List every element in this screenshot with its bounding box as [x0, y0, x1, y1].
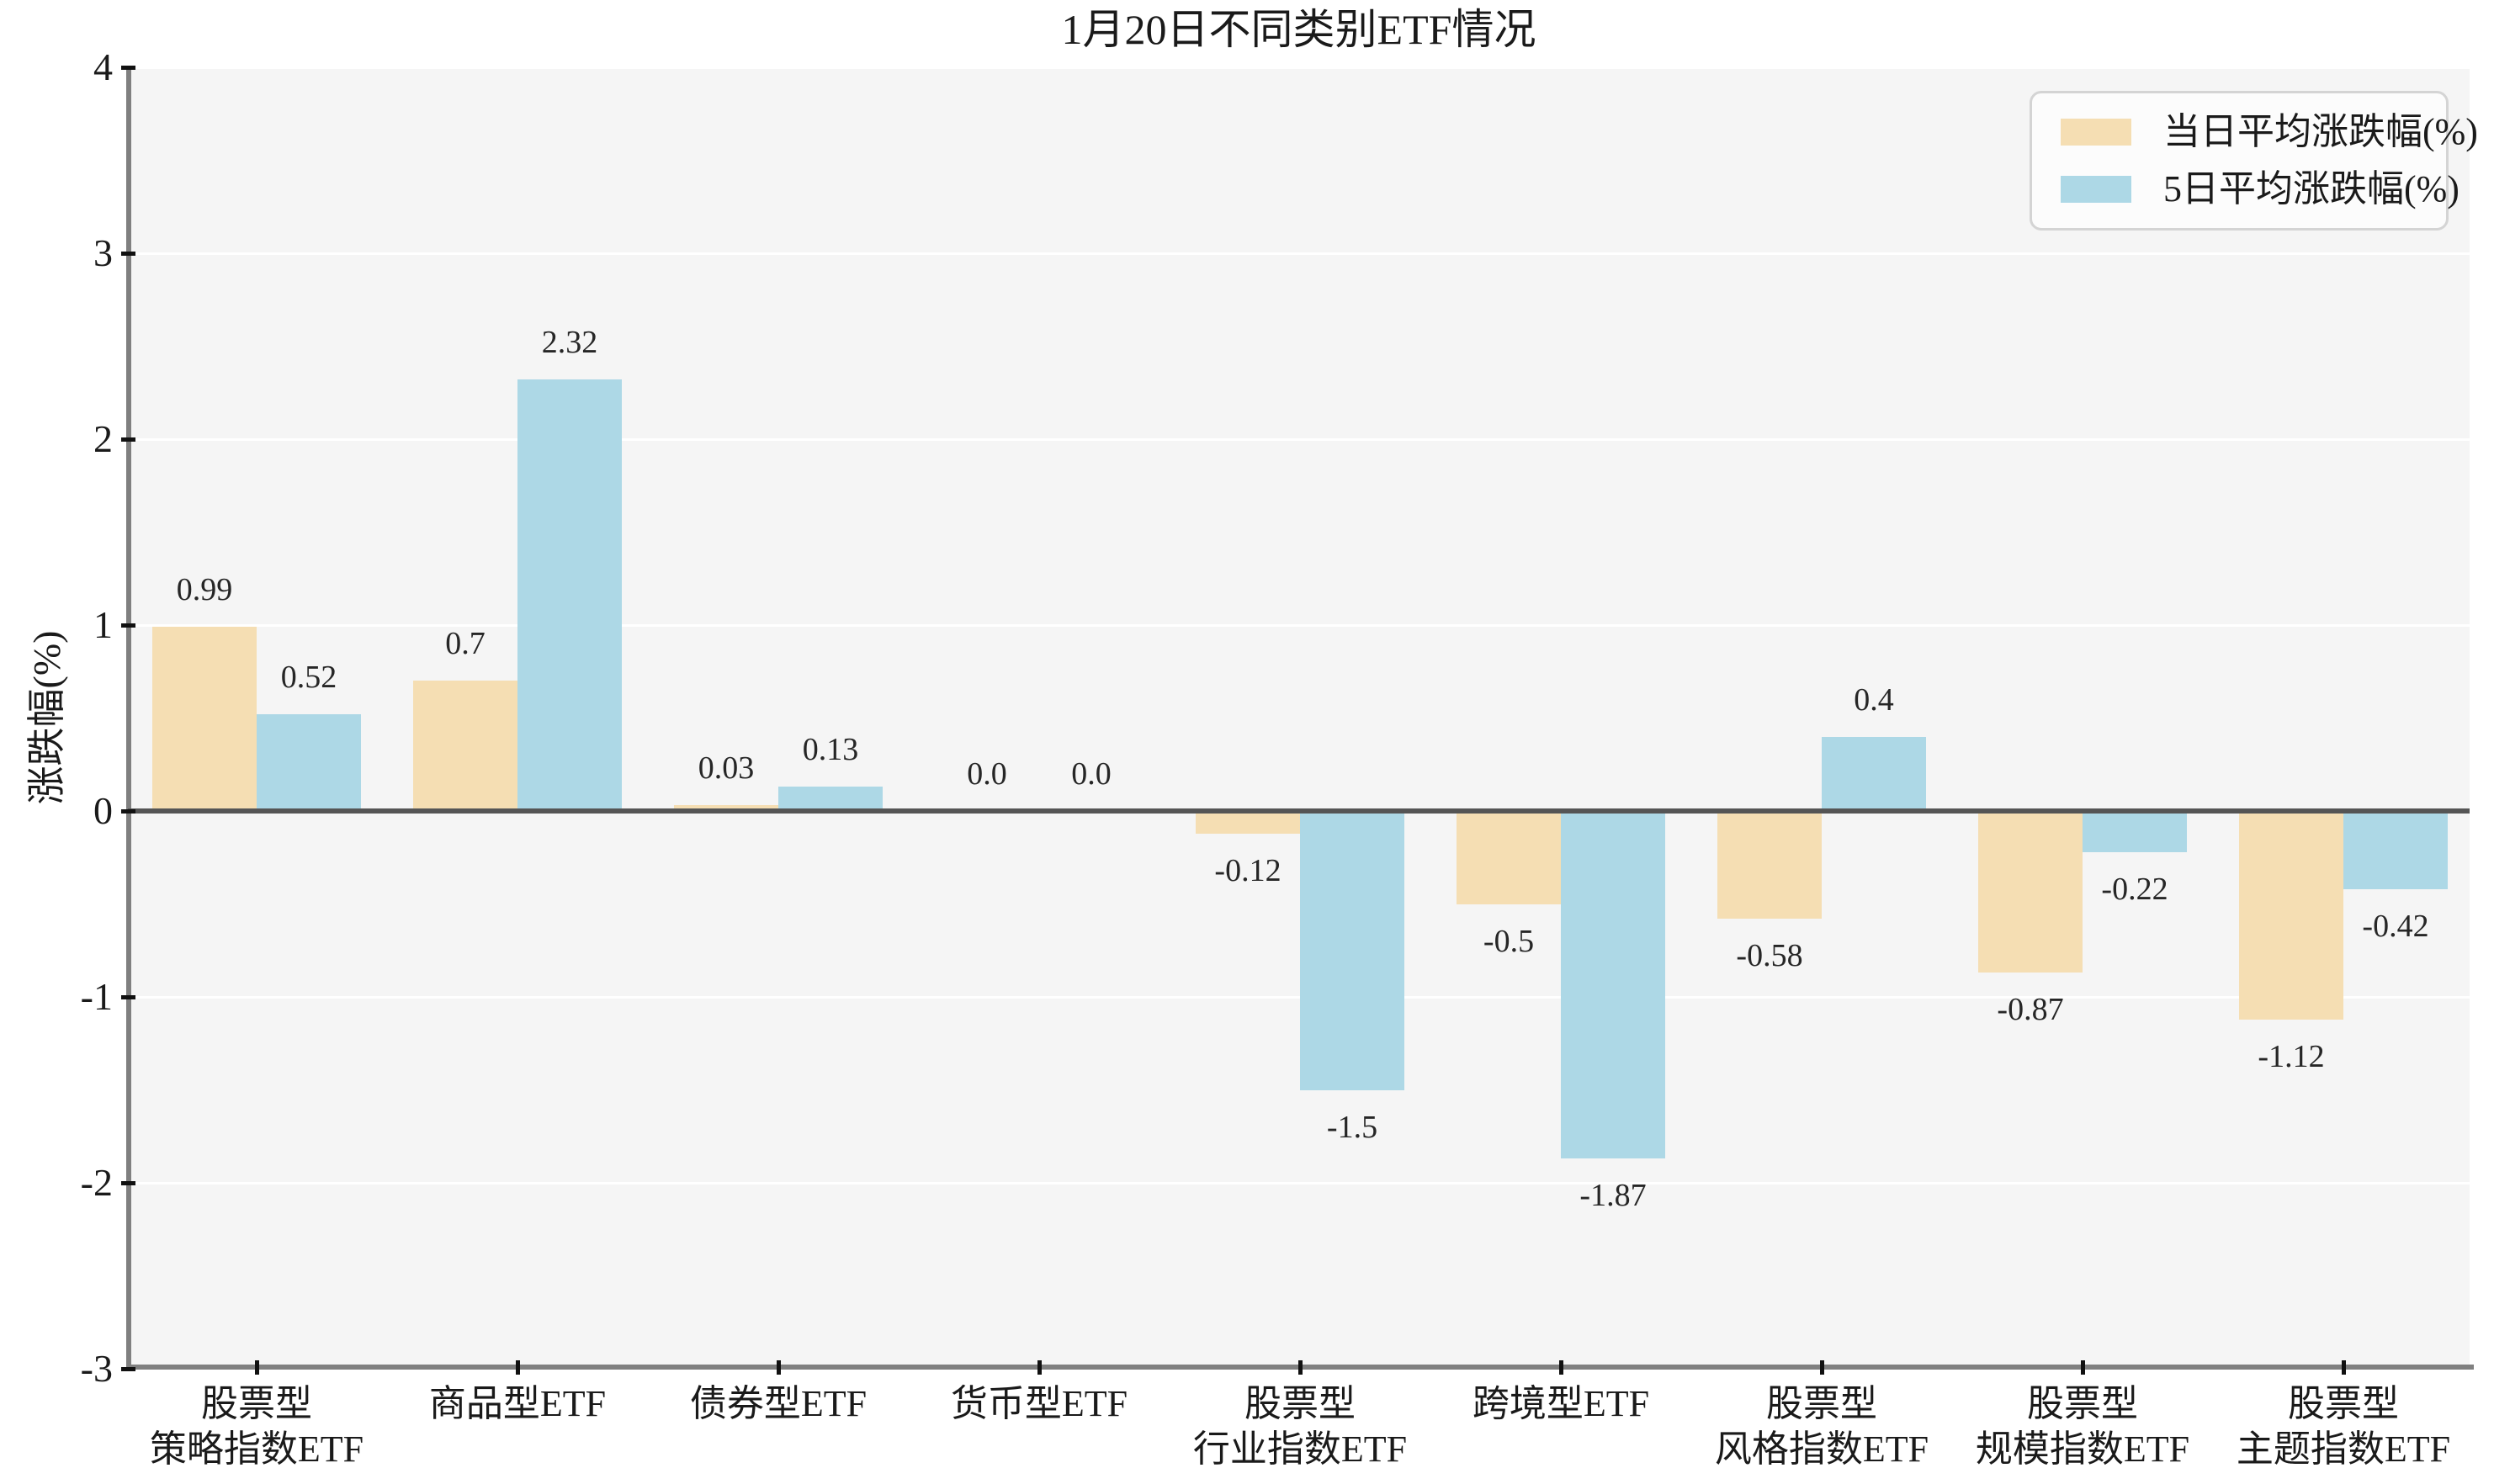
y-tick-label: 0	[93, 789, 113, 832]
bar-value-label: -1.5	[1326, 1109, 1378, 1145]
y-tick-label: 4	[93, 45, 113, 88]
x-tick	[2080, 1360, 2085, 1375]
bar-5day-4	[1300, 811, 1404, 1090]
x-tick-label: 货币型ETF	[950, 1383, 1128, 1424]
bar-value-label: 0.0	[1071, 756, 1112, 792]
gridline	[128, 66, 2470, 69]
bar-value-label: 0.99	[176, 572, 233, 608]
bar-5day-5	[1561, 811, 1665, 1159]
bar-5day-1	[517, 379, 622, 811]
bar-5day-8	[2343, 811, 2448, 889]
bar-daily-1	[413, 681, 517, 811]
x-tick	[776, 1360, 781, 1375]
bar-value-label: -1.87	[1579, 1178, 1647, 1214]
gridline	[128, 252, 2470, 255]
x-tick-label: 股票型 行业指数ETF	[1192, 1383, 1408, 1470]
bar-5day-2	[778, 787, 883, 811]
x-tick-label: 跨境型ETF	[1472, 1383, 1650, 1424]
y-tick	[121, 1366, 135, 1371]
bar-value-label: -0.58	[1736, 938, 1803, 974]
x-tick-label: 商品型ETF	[428, 1383, 607, 1424]
bar-value-label: 2.32	[541, 325, 598, 361]
y-tick-label: -2	[80, 1161, 113, 1204]
y-tick-label: -1	[80, 975, 113, 1018]
bar-value-label: 0.7	[445, 626, 486, 662]
x-tick	[1297, 1360, 1303, 1375]
bar-value-label: -0.22	[2101, 871, 2168, 907]
y-tick-label: -3	[80, 1347, 113, 1390]
x-tick-label: 股票型 主题指数ETF	[2236, 1383, 2451, 1470]
bar-value-label: -0.12	[1214, 852, 1281, 888]
bar-value-label: 0.03	[698, 750, 755, 787]
y-tick	[121, 808, 135, 814]
bar-value-label: -0.5	[1483, 923, 1535, 959]
y-axis-title: 涨跌幅(%)	[25, 630, 68, 805]
gridline	[128, 1181, 2470, 1185]
x-tick-label: 股票型 风格指数ETF	[1714, 1383, 1929, 1470]
legend-swatch	[2061, 176, 2131, 203]
bar-daily-2	[674, 805, 778, 811]
gridline	[128, 437, 2470, 441]
y-tick-label: 3	[93, 231, 113, 274]
chart-title: 1月20日不同类别ETF情况	[1061, 6, 1536, 53]
bar-value-label: 0.52	[280, 660, 337, 696]
bar-value-label: -0.87	[1997, 992, 2064, 1028]
bar-5day-0	[257, 714, 361, 811]
x-tick	[1558, 1360, 1563, 1375]
y-tick	[121, 65, 135, 70]
bar-daily-8	[2239, 811, 2343, 1020]
x-tick-label: 债券型ETF	[689, 1383, 868, 1424]
bar-daily-4	[1196, 811, 1300, 834]
legend-swatch	[2061, 119, 2131, 146]
legend-item-daily: 当日平均涨跌幅(%)	[2061, 112, 2478, 152]
y-tick	[121, 994, 135, 999]
bar-daily-6	[1717, 811, 1822, 920]
legend-label: 5日平均涨跌幅(%)	[2163, 168, 2460, 209]
legend-item-5day: 5日平均涨跌幅(%)	[2061, 169, 2460, 209]
zero-line	[128, 808, 2470, 814]
bar-value-label: -1.12	[2258, 1038, 2325, 1074]
gridline	[128, 623, 2470, 627]
bar-value-label: 0.0	[967, 756, 1007, 792]
x-tick	[1037, 1360, 1042, 1375]
y-tick	[121, 1180, 135, 1185]
x-tick	[254, 1360, 259, 1375]
bar-5day-7	[2083, 811, 2187, 852]
bar-daily-5	[1457, 811, 1561, 904]
x-tick	[1819, 1360, 1824, 1375]
y-tick-label: 2	[93, 417, 113, 460]
y-axis-spine	[126, 67, 131, 1371]
bar-value-label: -0.42	[2362, 908, 2429, 944]
gridline	[128, 995, 2470, 999]
bar-daily-0	[152, 627, 257, 811]
bar-value-label: 0.4	[1854, 681, 1894, 718]
bar-5day-6	[1822, 736, 1926, 811]
plot-area: 0.99 0.7 0.03 0.0 -0.12 -0.5 -0.58 -0.87 -1.12 0.…	[128, 66, 2470, 1370]
x-tick	[2341, 1360, 2346, 1375]
bar-value-label: 0.13	[802, 732, 859, 768]
bar-daily-7	[1978, 811, 2083, 973]
legend: 当日平均涨跌幅(%) 5日平均涨跌幅(%)	[2030, 91, 2478, 231]
y-tick	[121, 437, 135, 442]
y-tick	[121, 251, 135, 256]
x-tick	[515, 1360, 520, 1375]
y-tick	[121, 623, 135, 628]
x-tick-label: 股票型 策略指数ETF	[149, 1383, 364, 1470]
legend-label: 当日平均涨跌幅(%)	[2163, 111, 2478, 152]
y-tick-label: 1	[93, 603, 113, 646]
x-tick-label: 股票型 规模指数ETF	[1975, 1383, 2190, 1470]
